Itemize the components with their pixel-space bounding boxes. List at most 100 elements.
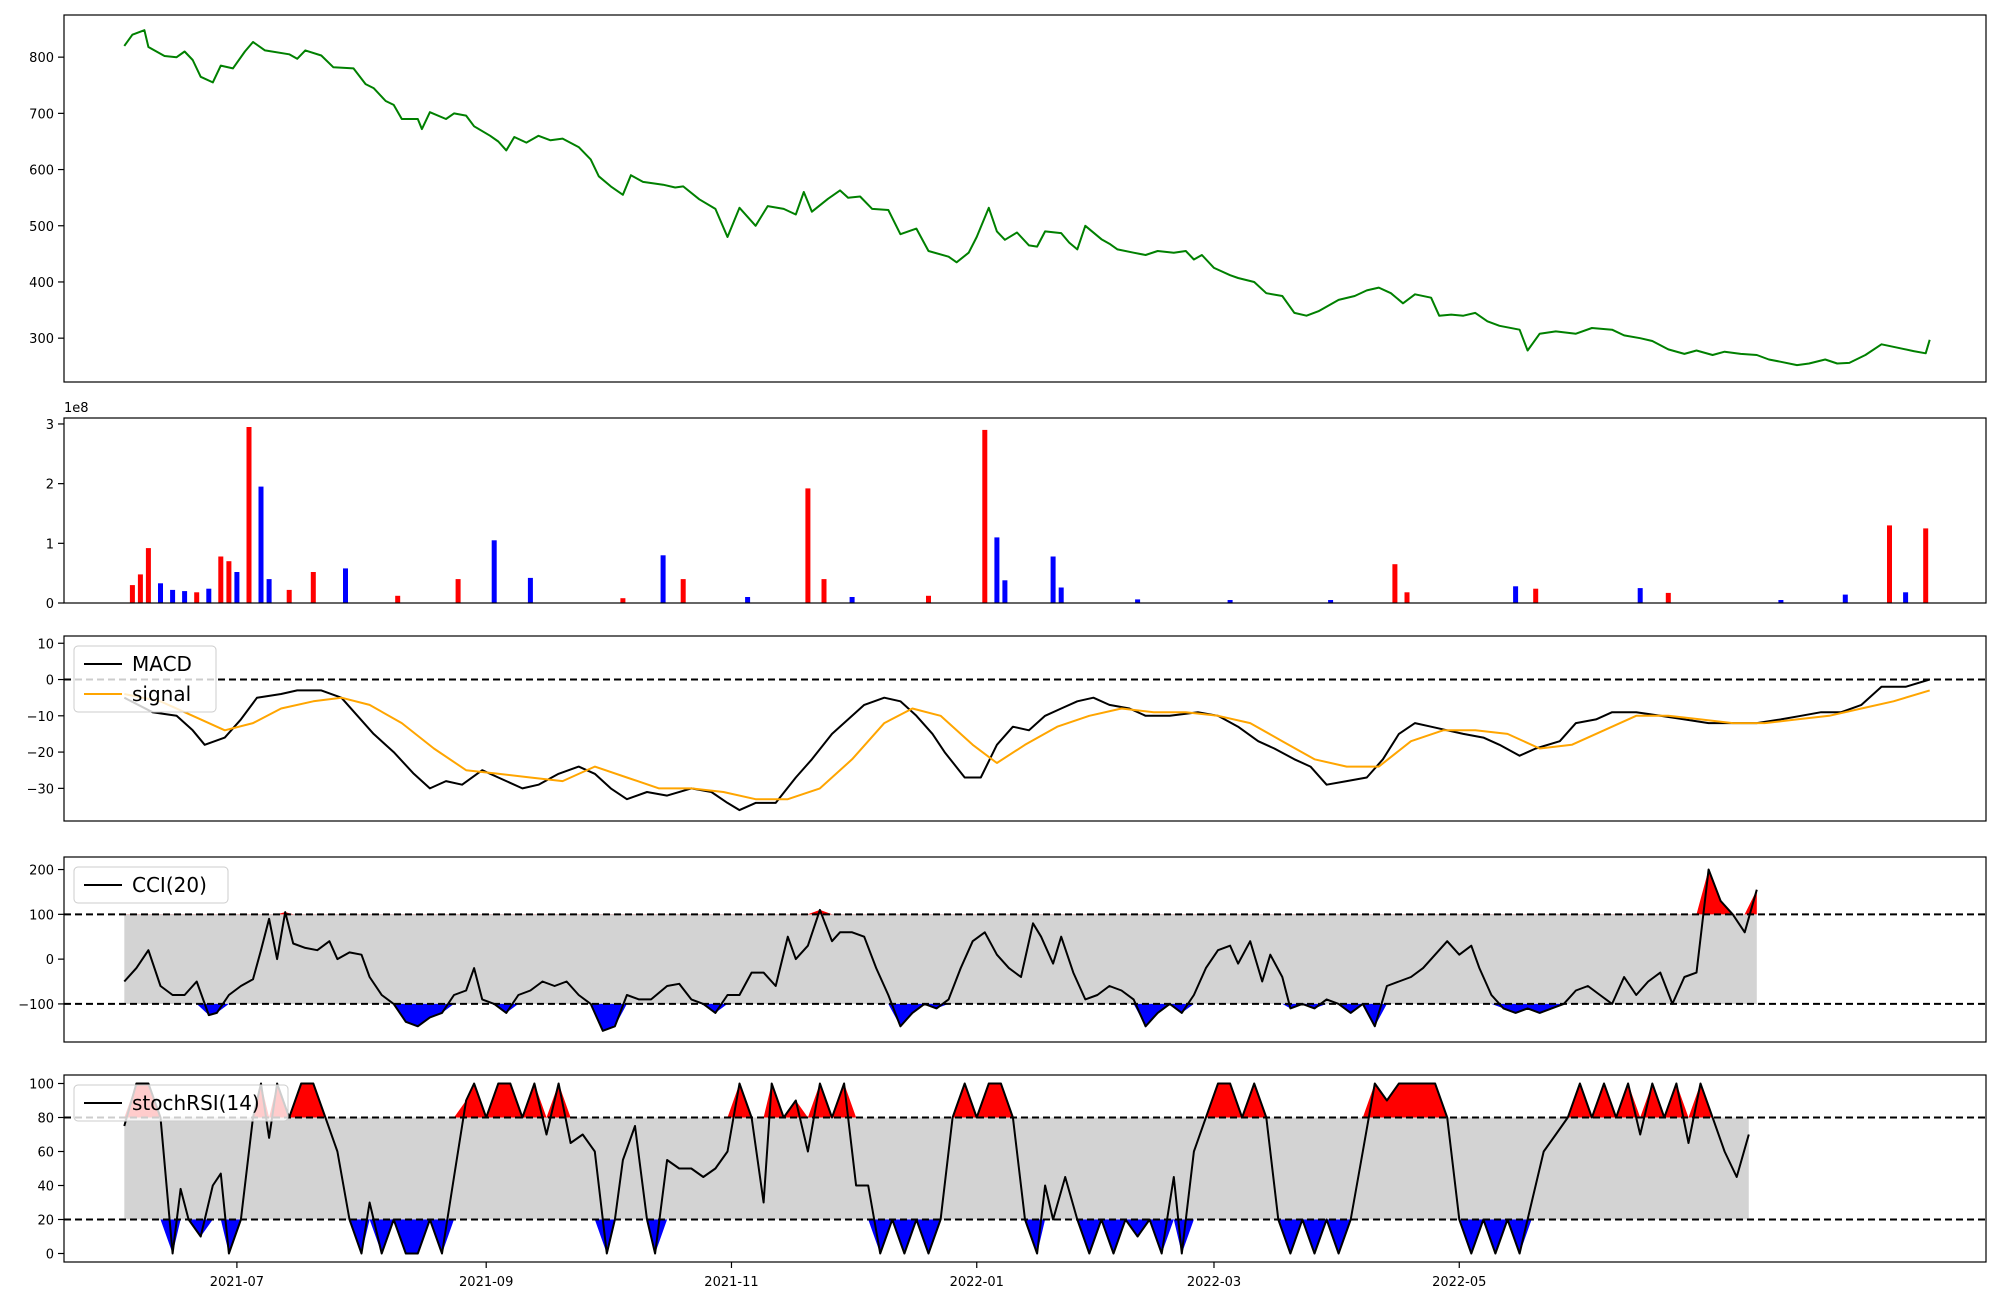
stochrsi-neutral-band [124, 1117, 1749, 1220]
volume-bar [170, 589, 176, 603]
volume-axes-frame [63, 417, 1987, 604]
macd-y-tick-label: 0 [46, 674, 54, 689]
volume-bar [1665, 592, 1671, 603]
volume-bar [745, 597, 751, 603]
cci-neutral-band [124, 914, 1757, 1004]
cci-y-tick-label: −100 [18, 998, 54, 1013]
price-y-tick-label: 300 [29, 332, 54, 347]
volume-bar [218, 556, 224, 603]
volume-bar [226, 561, 232, 603]
x-tick-label: 2021-09 [459, 1275, 513, 1290]
volume-bar [206, 588, 212, 603]
volume-bar [1637, 588, 1643, 603]
cci-series-line [123, 868, 1758, 1032]
volume-bar [395, 595, 401, 603]
price-series-line [123, 29, 1931, 367]
volume-bar [1058, 587, 1064, 603]
volume-bar [455, 579, 461, 603]
stochrsi-series-line [123, 1082, 1750, 1255]
x-tick-label: 2022-01 [950, 1275, 1004, 1290]
volume-bar [982, 429, 988, 603]
volume-bar [527, 577, 533, 603]
macd-series-line [124, 689, 1930, 801]
cci-legend [73, 866, 229, 904]
volume-bar [1328, 600, 1334, 603]
volume-bar [1135, 599, 1141, 603]
volume-bar [1923, 528, 1929, 603]
panel-cci: −100 0 100 200 CCI(20) [18, 856, 1987, 1043]
volume-bar [491, 540, 497, 603]
stochrsi-y-tick-label: 20 [37, 1214, 54, 1229]
volume-bar [129, 585, 135, 603]
price-y-tick-label: 700 [29, 107, 54, 122]
volume-bar [680, 579, 686, 603]
volume-bar [994, 537, 1000, 603]
macd-y-tick-label: −20 [27, 746, 54, 761]
stochrsi-y-tick-label: 60 [37, 1146, 54, 1161]
panel-price: 300 400 500 600 700 800 [29, 14, 1987, 383]
stochrsi-y-tick-label: 100 [29, 1078, 54, 1093]
price-y-tick-label: 400 [29, 276, 54, 291]
volume-bar [926, 595, 931, 603]
x-tick-label: 2021-11 [704, 1275, 758, 1290]
volume-bar [660, 555, 666, 603]
cci-legend-label: CCI(20) [132, 873, 207, 897]
price-y-tick-label: 800 [29, 51, 54, 66]
volume-bar [246, 427, 252, 603]
stochrsi-overbought-fill [124, 1083, 1749, 1118]
macd-y-tick-label: −10 [27, 710, 54, 725]
volume-y-tick-label: 1 [46, 537, 54, 552]
volume-bar [821, 579, 827, 603]
volume-bar [1227, 600, 1233, 603]
cci-y-tick-label: 200 [29, 864, 54, 879]
volume-bar [234, 572, 240, 603]
volume-bar [266, 579, 272, 603]
price-y-tick-label: 600 [29, 164, 54, 179]
x-tick-label: 2022-03 [1187, 1275, 1241, 1290]
stochrsi-y-tick-label: 40 [37, 1180, 54, 1195]
volume-bar [343, 568, 348, 603]
volume-y-tick-label: 3 [46, 418, 54, 433]
volume-bar [145, 548, 151, 603]
volume-bar [1842, 594, 1848, 603]
volume-bar [849, 597, 855, 603]
macd-axes-frame [63, 635, 1987, 822]
price-y-tick-label: 500 [29, 220, 54, 235]
panel-stochrsi: 0 20 40 60 80 100 stochRSI(14) [29, 1074, 1987, 1263]
volume-bar [1392, 564, 1398, 603]
macd-y-tick-label: −30 [27, 782, 54, 797]
macd-legend-label: signal [132, 682, 191, 706]
price-axes-frame [63, 14, 1987, 383]
volume-y-tick-label: 2 [46, 478, 54, 493]
stochrsi-axes-frame [63, 1074, 1987, 1263]
volume-bar [1903, 592, 1909, 603]
volume-offset-label: 1e8 [64, 401, 89, 416]
volume-bar [1002, 580, 1008, 603]
volume-bar [286, 589, 292, 603]
x-tick-label: 2022-05 [1432, 1275, 1486, 1290]
stochrsi-y-tick-label: 80 [37, 1112, 54, 1127]
volume-bar [194, 592, 200, 603]
volume-bar [1778, 600, 1784, 603]
volume-bar [805, 488, 811, 603]
volume-bar [310, 572, 316, 603]
macd-legend [73, 645, 217, 713]
cci-y-tick-label: 0 [46, 953, 54, 968]
stochrsi-oversold-fill [124, 1219, 1749, 1254]
cci-y-tick-label: 100 [29, 908, 54, 923]
volume-bar [620, 598, 626, 603]
volume-bar [1404, 592, 1410, 603]
x-tick-label: 2021-07 [210, 1275, 264, 1290]
panel-macd: −30 −20 −10 0 10 MACD signal [27, 635, 1987, 822]
volume-bar [137, 574, 143, 603]
macd-legend-label: MACD [132, 652, 192, 676]
volume-bar [1513, 586, 1519, 603]
stochrsi-legend [73, 1084, 289, 1122]
volume-y-tick-label: 0 [46, 597, 54, 612]
macd-y-tick-label: 10 [37, 637, 54, 652]
stochrsi-legend-label: stochRSI(14) [132, 1091, 260, 1115]
volume-bar [1887, 525, 1892, 603]
volume-bar [182, 591, 188, 603]
